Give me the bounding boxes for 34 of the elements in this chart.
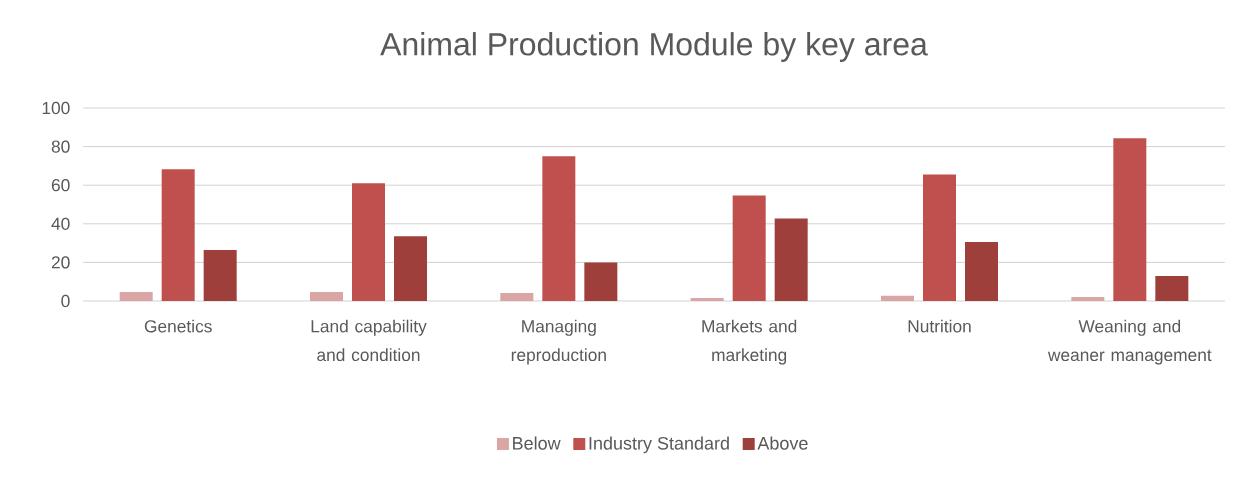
y-tick-label: 60: [51, 179, 70, 192]
y-tick-label: 80: [51, 140, 70, 153]
x-tick-label: Nutrition: [908, 319, 971, 333]
bar: [1113, 138, 1147, 301]
bar: [119, 292, 153, 301]
bar: [394, 236, 428, 301]
bar: [923, 174, 956, 301]
y-tick-label: 40: [51, 217, 70, 230]
bar: [774, 218, 808, 301]
bar: [1155, 275, 1189, 301]
x-tick-label: Managing reproduction: [511, 319, 606, 365]
x-tick-label: Genetics: [144, 319, 212, 333]
bar: [203, 250, 237, 301]
bar: [584, 262, 618, 301]
y-tick-label: 20: [51, 256, 70, 269]
bar: [542, 156, 576, 301]
bar: [1071, 296, 1105, 301]
bar: [732, 195, 766, 301]
chart-title: Animal Production Module by key area: [380, 32, 928, 62]
legend-label: Above: [757, 436, 808, 450]
x-tick-label: Markets and marketing: [702, 319, 797, 365]
x-tick-label: Land capability and condition: [311, 319, 427, 362]
bar: [352, 183, 386, 301]
bar: [965, 241, 998, 301]
legend-label: Below: [513, 436, 561, 450]
bar: [161, 169, 195, 301]
bar: [500, 292, 534, 301]
bar: [881, 295, 914, 301]
y-tick-label: 0: [61, 294, 70, 308]
x-tick-label: Weaning and weaner management: [1047, 319, 1212, 365]
bar: [690, 298, 724, 301]
legend-label: Industry Standard: [589, 436, 729, 454]
y-tick-label: 100: [42, 101, 70, 115]
bar: [310, 292, 344, 301]
